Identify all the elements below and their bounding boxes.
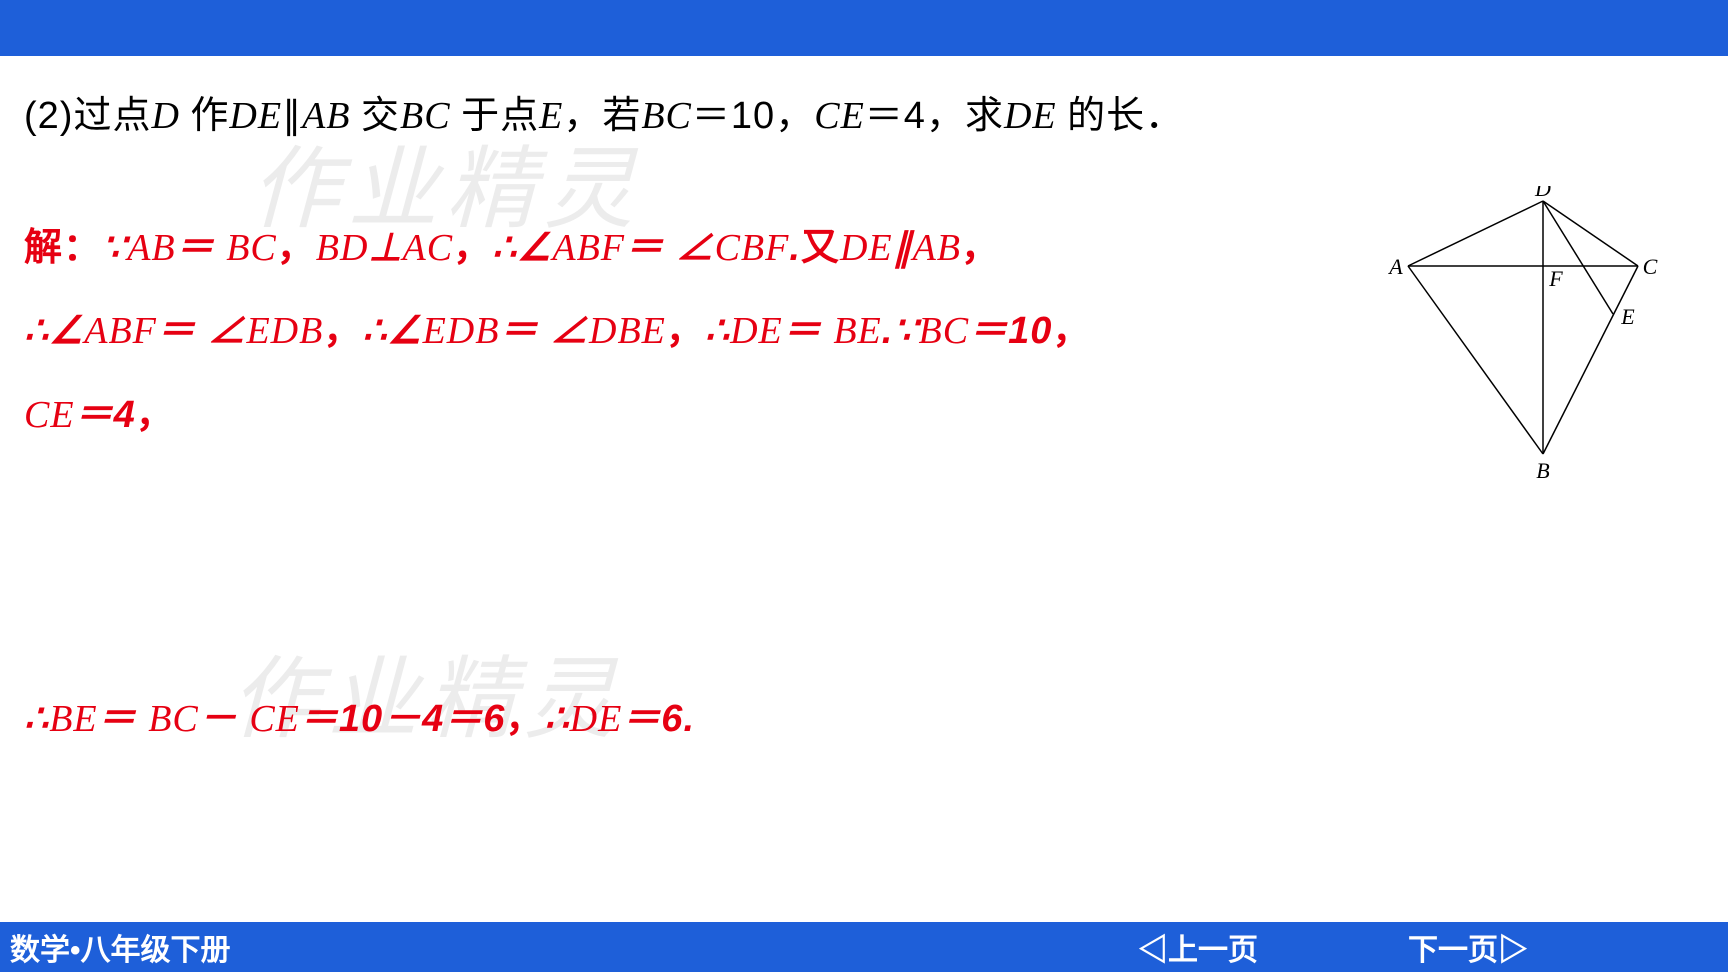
- label-F: F: [1548, 266, 1563, 291]
- edge-CB: [1543, 266, 1638, 454]
- edge-DE: [1543, 201, 1613, 314]
- edge-DA: [1408, 201, 1543, 266]
- content-area: 作业精灵 作业精灵 (2)过点D 作DE∥AB 交BC 于点E，若BC＝10，C…: [0, 56, 1728, 761]
- label-A: A: [1388, 254, 1403, 279]
- label-C: C: [1643, 254, 1658, 279]
- solution-line-2: ∴BE＝ BC－ CE＝10－4＝6，∴DE＝6.: [24, 678, 1704, 762]
- header-bar: [0, 0, 1728, 56]
- question-text: (2)过点D 作DE∥AB 交BC 于点E，若BC＝10，CE＝4，求DE 的长…: [24, 86, 1704, 147]
- prev-page-button[interactable]: ◁上一页: [1138, 925, 1258, 969]
- next-page-button[interactable]: 下一页▷: [1408, 925, 1528, 969]
- edge-AB: [1408, 266, 1543, 454]
- solution-line-1: 解：∵AB＝ BC，BD⊥AC，∴∠ABF＝ ∠CBF.又DE∥AB，∴∠ABF…: [24, 207, 1124, 458]
- label-D: D: [1534, 186, 1551, 201]
- footer-bar: 数学•八年级下册 ◁上一页 下一页▷: [0, 922, 1728, 972]
- answer-de: 6: [661, 698, 683, 740]
- given-ce: 4: [904, 95, 926, 137]
- geometry-diagram: D A C F E B: [1388, 186, 1668, 486]
- footer-subject: 数学•八年级下册: [0, 925, 1138, 969]
- given-bc: 10: [731, 95, 775, 137]
- edge-DC: [1543, 201, 1638, 266]
- label-B: B: [1536, 458, 1549, 483]
- label-E: E: [1620, 304, 1635, 329]
